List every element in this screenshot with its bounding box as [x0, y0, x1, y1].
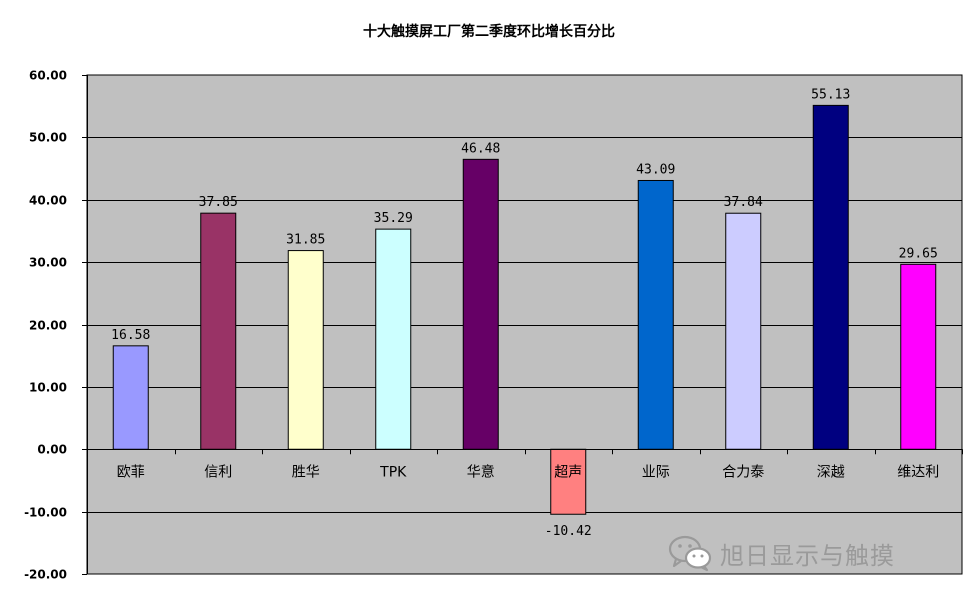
y-tick-label: 40.00: [29, 194, 67, 208]
bar: [812, 104, 849, 450]
y-tick-label: 50.00: [29, 131, 67, 145]
y-tick-label: 30.00: [29, 256, 67, 270]
bar: [637, 179, 674, 450]
data-label: 43.09: [636, 162, 675, 177]
watermark: 旭日显示与触摸: [668, 533, 895, 573]
data-label: 16.58: [111, 328, 150, 343]
category-label: 业际: [642, 464, 670, 480]
bar: [900, 263, 937, 450]
category-label: 超声: [554, 464, 582, 480]
category-label: 维达利: [897, 464, 939, 480]
category-label: 胜华: [292, 464, 320, 480]
y-tick-label: 10.00: [29, 381, 67, 395]
bar: [725, 212, 762, 450]
y-tick-label: -20.00: [24, 568, 67, 582]
wechat-icon: [668, 535, 712, 572]
bar: [287, 250, 324, 450]
category-label: 欧菲: [117, 464, 145, 480]
y-tick-label: -10.00: [24, 506, 67, 520]
bar: [550, 448, 587, 515]
category-label: TPK: [379, 464, 407, 480]
category-label: 华意: [467, 463, 495, 480]
data-label: 29.65: [899, 246, 938, 261]
category-label: 深越: [817, 464, 845, 480]
category-label: 合力泰: [722, 464, 764, 480]
bar: [112, 345, 149, 450]
data-label: 46.48: [461, 141, 500, 156]
bar: [462, 158, 499, 450]
y-tick-label: 20.00: [29, 319, 67, 333]
chart-title: 十大触摸屏工厂第二季度环比增长百分比: [363, 24, 615, 40]
category-label: 信利: [204, 464, 232, 480]
data-label: 35.29: [374, 211, 413, 226]
data-label: 37.85: [199, 195, 238, 210]
y-tick-label: 60.00: [29, 69, 67, 83]
y-tick-label: 0.00: [37, 443, 67, 457]
data-label: 55.13: [811, 87, 850, 102]
watermark-text: 旭日显示与触摸: [720, 541, 895, 570]
bar: [200, 212, 237, 450]
data-label: 37.84: [724, 195, 763, 210]
data-label: -10.42: [545, 524, 592, 539]
data-label: 31.85: [286, 233, 325, 248]
bar: [375, 228, 412, 450]
